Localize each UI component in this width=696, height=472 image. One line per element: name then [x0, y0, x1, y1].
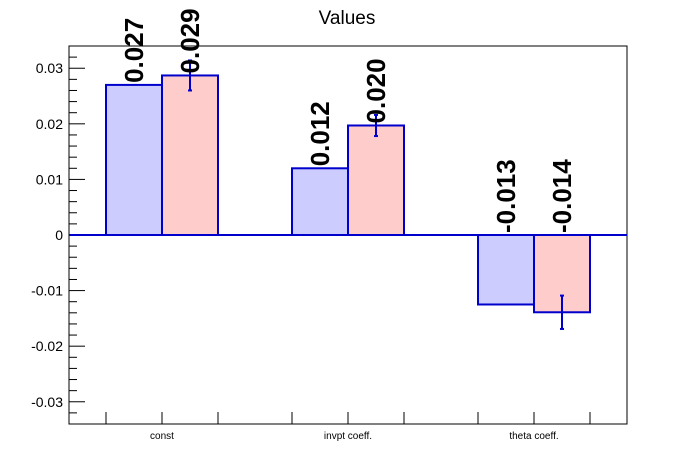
bar-theta-coeff--s1: [477, 234, 535, 306]
bar-const-s2: [161, 74, 219, 236]
data-label: 0.020: [361, 58, 391, 123]
y-tick-label: 0.02: [36, 116, 63, 132]
x-category-label: const: [150, 431, 174, 442]
bar-const-s1: [105, 83, 163, 237]
data-label: -0.013: [491, 159, 521, 233]
data-label: 0.012: [305, 101, 335, 166]
y-tick-label: -0.01: [31, 283, 63, 299]
x-category-label: theta coeff.: [509, 431, 558, 442]
data-label: 0.027: [119, 18, 149, 83]
y-tick-label: 0.01: [36, 171, 63, 187]
y-tick-label: -0.02: [31, 338, 63, 354]
y-tick-label: 0: [55, 227, 63, 243]
data-label: -0.014: [547, 159, 577, 233]
chart-title: Values: [319, 8, 376, 29]
y-tick-label: 0.03: [36, 60, 63, 76]
y-tick-label: -0.03: [31, 394, 63, 410]
x-category-label: invpt coeff.: [324, 431, 372, 442]
bar-invpt-coeff--s2: [347, 124, 405, 236]
bar-invpt-coeff--s1: [291, 167, 349, 236]
plot-area: -0.03 -0.02 -0.01 0 0.01 0.02 0.03 const invpt c…: [31, 8, 628, 442]
data-label: 0.029: [175, 8, 205, 73]
